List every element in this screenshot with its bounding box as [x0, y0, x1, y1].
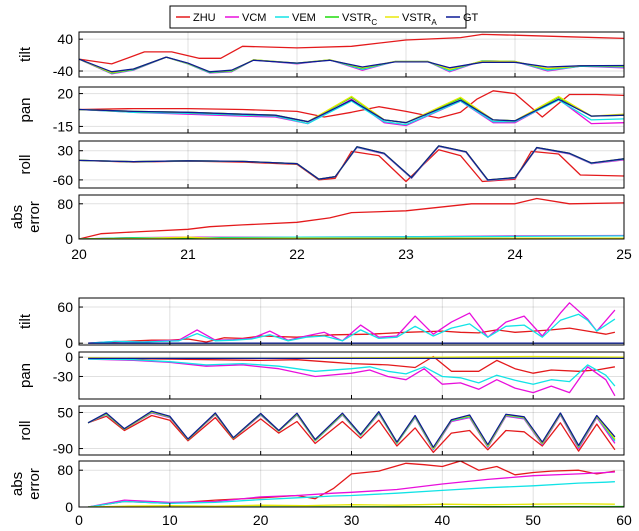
legend-item-vem: VEM: [275, 12, 316, 24]
x-tick-label: 23: [398, 246, 414, 262]
axes-box: [78, 86, 625, 134]
y-tick-label: 0: [65, 349, 73, 365]
series-line-vem: [88, 313, 616, 344]
panel-tilt: 60 0 tilt: [17, 297, 625, 351]
series-line-zhu: [88, 355, 616, 374]
series-line-zhu: [88, 327, 616, 344]
y-tick-label: 50: [57, 404, 73, 420]
y-tick-label: 80: [57, 462, 73, 478]
series-line-vcm: [88, 302, 616, 344]
series-line-zhu: [87, 414, 616, 454]
panel-tilt: 40 -40 tilt: [17, 31, 625, 79]
series-line-gt: [79, 98, 624, 124]
axes-box: [78, 140, 625, 189]
series-line-vem: [88, 481, 615, 507]
legend-label: VSTRA: [402, 12, 437, 27]
series-line-zhu: [79, 197, 624, 239]
series-line-zhu: [79, 90, 624, 119]
legend: ZHU VCM VEM VSTRC VSTRA GT: [169, 5, 479, 29]
y-tick-label: 60: [57, 299, 73, 315]
x-tick-label: 0: [75, 512, 83, 528]
series-line-vcm: [87, 471, 615, 507]
x-tick-label: 50: [525, 512, 541, 528]
x-tick-label: 60: [616, 512, 632, 528]
y-axis-label: pan: [17, 97, 34, 122]
legend-item-vstr-a: VSTRA: [385, 12, 437, 27]
y-axis-label: abs: [9, 205, 26, 229]
y-axis-label: roll: [17, 420, 34, 440]
x-tick-label: 20: [253, 512, 269, 528]
y-tick-label: 0: [65, 499, 73, 515]
axes-box: [78, 31, 625, 78]
legend-label: ZHU: [193, 12, 216, 24]
series-line-vem: [79, 99, 624, 126]
axes-box: [78, 194, 625, 240]
y-tick-label: -30: [53, 368, 73, 384]
y-axis-label: tilt: [17, 46, 34, 62]
series-line-vem: [88, 358, 616, 387]
chart-2: 60 0 tilt 0 -30 pan 50 -90 roll 80 0 abs error 0 10 20 3…: [9, 297, 632, 528]
y-tick-label: 20: [57, 86, 73, 102]
legend-item-vcm: VCM: [225, 12, 266, 24]
y-tick-label: -15: [53, 118, 73, 134]
legend-label: VCM: [242, 12, 266, 24]
y-tick-label: 30: [57, 143, 73, 159]
x-tick-label: 10: [162, 512, 178, 528]
y-axis-label: abs: [9, 472, 26, 496]
x-tick-label: 20: [71, 246, 87, 262]
x-tick-label: 24: [507, 246, 523, 262]
series-line-vcm: [88, 358, 616, 397]
x-tick-label: 25: [616, 246, 632, 262]
y-tick-label: -90: [53, 441, 73, 457]
legend-label: VSTRC: [342, 12, 377, 27]
y-axis-label: error: [26, 201, 43, 233]
y-axis-label: error: [26, 468, 43, 500]
y-axis-label: pan: [17, 363, 34, 388]
series-line-gt: [79, 56, 624, 73]
y-tick-label: 40: [57, 31, 73, 47]
x-tick-label: 40: [435, 512, 451, 528]
panel-abs-error: 80 0 abs error: [9, 194, 625, 247]
x-tick-label: 22: [289, 246, 305, 262]
series-line-gt: [79, 145, 624, 181]
legend-box: [169, 5, 467, 29]
y-tick-label: 0: [65, 335, 73, 351]
y-tick-label: -40: [53, 63, 73, 79]
panel-pan: 0 -30 pan: [17, 349, 625, 400]
legend-label: VEM: [292, 12, 316, 24]
series-line-vstr-a: [79, 236, 624, 239]
legend-item-zhu: ZHU: [176, 12, 216, 24]
legend-item-gt: GT: [446, 12, 479, 24]
panel-roll: 50 -90 roll: [17, 404, 625, 457]
panel-roll: 30 -60 roll: [17, 140, 625, 189]
series-line-zhu: [79, 33, 624, 65]
x-tick-label: 30: [344, 512, 360, 528]
y-tick-label: 0: [65, 231, 73, 247]
y-tick-label: 80: [57, 196, 73, 212]
legend-item-vstr-c: VSTRC: [325, 12, 377, 27]
y-axis-label: roll: [17, 154, 34, 174]
x-tick-label: 21: [180, 246, 196, 262]
legend-label: GT: [463, 12, 479, 24]
y-tick-label: -60: [53, 172, 73, 188]
y-axis-label: tilt: [17, 313, 34, 329]
panel-pan: 20 -15 pan: [17, 86, 625, 134]
panel-abs-error: 80 0 abs error: [9, 460, 625, 515]
series-line-gt: [87, 410, 616, 448]
